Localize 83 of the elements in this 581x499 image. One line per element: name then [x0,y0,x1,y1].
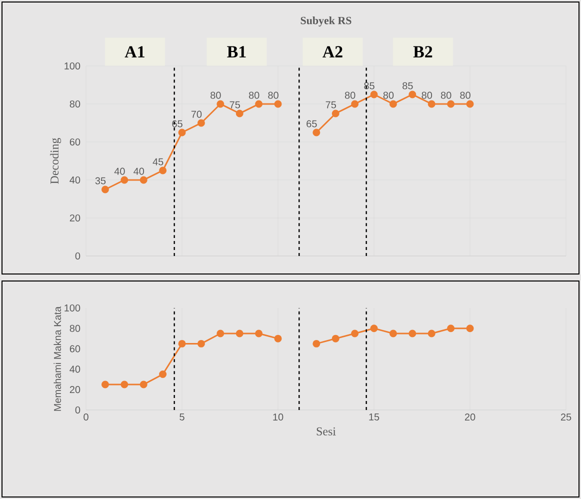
point [274,334,282,342]
point [197,119,205,127]
y-tick-label: 0 [75,406,80,414]
x-tick-label: 5 [180,414,184,420]
point [140,176,148,184]
point [236,110,244,118]
y-tick-label: 20 [70,214,80,222]
point [140,380,148,388]
x-tick-label: 25 [560,414,572,421]
point [428,330,436,338]
data-label: 80 [383,92,394,99]
point [466,100,474,108]
data-label: 40 [114,168,125,175]
point [312,128,320,136]
chart-title: Subyek RS [300,16,352,26]
point [197,340,205,348]
data-label: 35 [95,177,106,184]
point [159,166,167,174]
x-axis-title: Sesi [316,427,336,436]
data-label: 65 [306,120,317,128]
point [255,330,263,338]
y-axis-title: Memahami Makna Kata [54,306,62,411]
data-label: 80 [422,92,432,99]
data-label: 65 [172,120,182,128]
data-label: 75 [230,101,240,108]
point [408,90,416,98]
text: A2 [322,46,342,58]
text: A1 [124,46,144,58]
data-label: 80 [248,92,260,99]
x-tick-label: 0 [84,414,88,421]
point [101,380,109,388]
text: B1 [227,46,246,58]
point [389,330,397,338]
point [120,176,128,184]
x-tick-label: 20 [464,414,476,421]
point [370,90,378,98]
y-tick-label: 40 [70,366,80,373]
point [389,100,397,108]
y-tick-label: 20 [70,386,80,394]
data-label: 75 [326,101,336,108]
data-label: 80 [440,92,452,99]
point [351,100,359,108]
data-label: 80 [210,92,221,99]
data-label: 80 [344,92,356,99]
text: B2 [413,46,432,58]
point [332,334,340,342]
point [447,324,455,332]
y-axis-title: Decoding [50,138,62,184]
x-tick-label: 15 [369,414,380,420]
x-tick-label: 10 [273,414,284,421]
data-label: 45 [152,158,164,166]
point [159,370,167,378]
data-label: 85 [364,82,374,90]
data-label: 85 [402,82,413,90]
y-tick-label: 100 [64,62,80,70]
y-tick-label: 60 [70,345,80,352]
y-tick-label: 80 [70,100,80,108]
point [428,100,436,108]
point [216,330,224,338]
data-label: 70 [191,110,202,118]
data-label: 80 [268,92,278,99]
point [216,100,224,108]
y-tick-label: 0 [75,252,80,260]
point [101,186,109,194]
data-label: 40 [134,168,144,175]
point [120,380,128,388]
y-tick-label: 100 [64,304,80,312]
point [447,100,455,108]
point [255,100,263,108]
point [312,340,320,348]
y-tick-label: 80 [70,324,80,332]
point [408,330,416,338]
point [274,100,282,108]
point [332,110,340,118]
y-tick-label: 40 [70,176,80,184]
data-label: 80 [460,92,470,99]
point [236,330,244,338]
point [351,330,359,338]
y-tick-label: 60 [70,138,80,146]
point [370,324,378,332]
point [466,324,474,332]
point [178,340,186,348]
point [178,128,186,136]
